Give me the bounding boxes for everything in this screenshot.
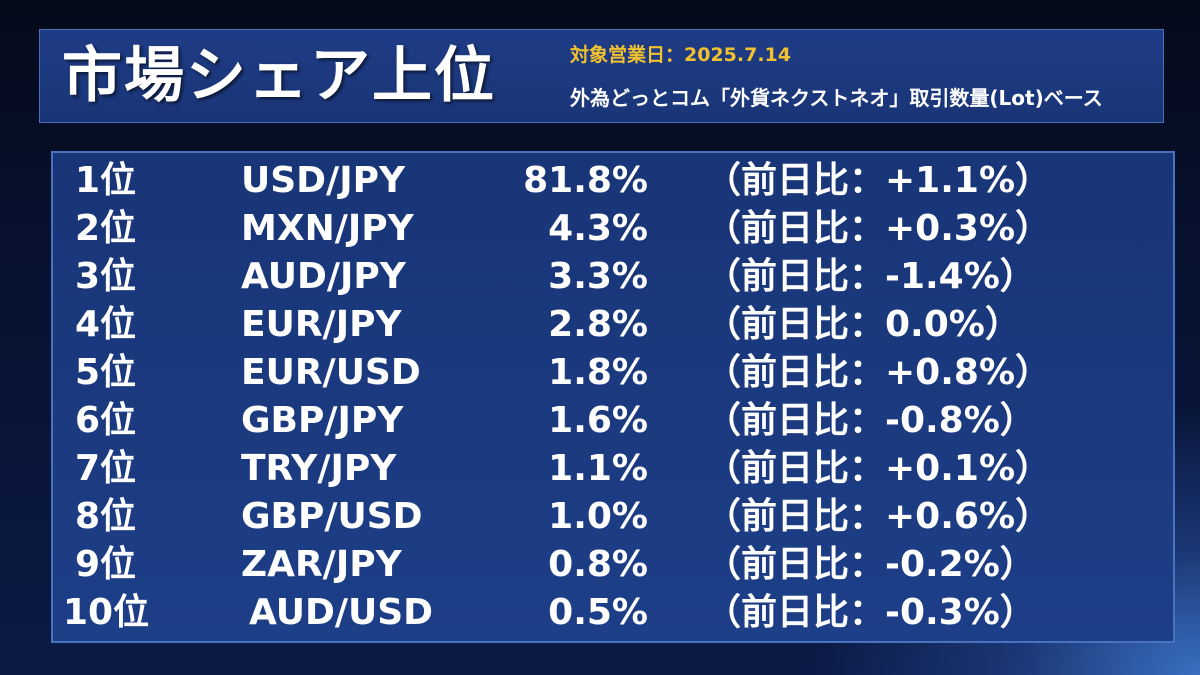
market-share: 0.5% <box>548 592 648 633</box>
day-over-day-change: （前日比：0.0%） <box>705 304 1021 345</box>
day-over-day-change: （前日比：+0.8%） <box>705 352 1052 393</box>
currency-pair: GBP/JPY <box>241 400 404 441</box>
rank-label: 9位 <box>75 544 137 585</box>
ranking-row: 9位 ZAR/JPY 0.8% （前日比：-0.2%） <box>53 541 1173 589</box>
ranking-table: 1位 USD/JPY 81.8% （前日比：+1.1%） 2位 MXN/JPY … <box>51 151 1175 643</box>
currency-pair: ZAR/JPY <box>241 544 402 585</box>
currency-pair: MXN/JPY <box>241 208 414 249</box>
currency-pair: EUR/USD <box>241 352 421 393</box>
market-share: 1.6% <box>548 400 648 441</box>
day-over-day-change: （前日比：-1.4%） <box>705 256 1036 297</box>
market-share: 1.1% <box>548 448 648 489</box>
ranking-row: 10位 AUD/USD 0.5% （前日比：-0.3%） <box>53 589 1173 637</box>
market-share: 1.8% <box>548 352 648 393</box>
business-date-value: 2025.7.14 <box>684 44 791 66</box>
page-title: 市場シェア上位 <box>62 41 496 111</box>
rank-label: 3位 <box>75 256 137 297</box>
ranking-row: 2位 MXN/JPY 4.3% （前日比：+0.3%） <box>53 205 1173 253</box>
ranking-row: 4位 EUR/JPY 2.8% （前日比：0.0%） <box>53 301 1173 349</box>
ranking-row: 6位 GBP/JPY 1.6% （前日比：-0.8%） <box>53 397 1173 445</box>
currency-pair: AUD/JPY <box>241 256 406 297</box>
day-over-day-change: （前日比：-0.3%） <box>705 592 1036 633</box>
ranking-row: 3位 AUD/JPY 3.3% （前日比：-1.4%） <box>53 253 1173 301</box>
data-basis-note: 外為どっとコム「外貨ネクストネオ」取引数量(Lot)ベース <box>570 86 1103 110</box>
rank-label: 7位 <box>75 448 137 489</box>
day-over-day-change: （前日比：+0.3%） <box>705 208 1052 249</box>
ranking-row: 1位 USD/JPY 81.8% （前日比：+1.1%） <box>53 157 1173 205</box>
rank-label: 10位 <box>63 592 150 633</box>
rank-label: 1位 <box>75 160 137 201</box>
market-share: 3.3% <box>548 256 648 297</box>
business-date-label: 対象営業日： <box>570 44 685 66</box>
currency-pair: EUR/JPY <box>241 304 402 345</box>
ranking-row: 5位 EUR/USD 1.8% （前日比：+0.8%） <box>53 349 1173 397</box>
market-share: 1.0% <box>548 496 648 537</box>
currency-pair: USD/JPY <box>241 160 406 201</box>
market-share: 2.8% <box>548 304 648 345</box>
day-over-day-change: （前日比：+0.6%） <box>705 496 1052 537</box>
rank-label: 2位 <box>75 208 137 249</box>
market-share: 4.3% <box>548 208 648 249</box>
day-over-day-change: （前日比：+1.1%） <box>705 160 1052 201</box>
rank-label: 8位 <box>75 496 137 537</box>
rank-label: 5位 <box>75 352 137 393</box>
currency-pair: TRY/JPY <box>241 448 397 489</box>
day-over-day-change: （前日比：-0.2%） <box>705 544 1036 585</box>
currency-pair: AUD/USD <box>249 592 434 633</box>
rank-label: 6位 <box>75 400 137 441</box>
business-date: 対象営業日：2025.7.14 <box>570 40 791 67</box>
market-share: 81.8% <box>523 160 648 201</box>
ranking-row: 7位 TRY/JPY 1.1% （前日比：+0.1%） <box>53 445 1173 493</box>
day-over-day-change: （前日比：-0.8%） <box>705 400 1036 441</box>
header-banner: 市場シェア上位 対象営業日：2025.7.14 外為どっとコム「外貨ネクストネオ… <box>39 29 1164 123</box>
currency-pair: GBP/USD <box>241 496 423 537</box>
market-share: 0.8% <box>548 544 648 585</box>
ranking-row: 8位 GBP/USD 1.0% （前日比：+0.6%） <box>53 493 1173 541</box>
rank-label: 4位 <box>75 304 137 345</box>
day-over-day-change: （前日比：+0.1%） <box>705 448 1052 489</box>
